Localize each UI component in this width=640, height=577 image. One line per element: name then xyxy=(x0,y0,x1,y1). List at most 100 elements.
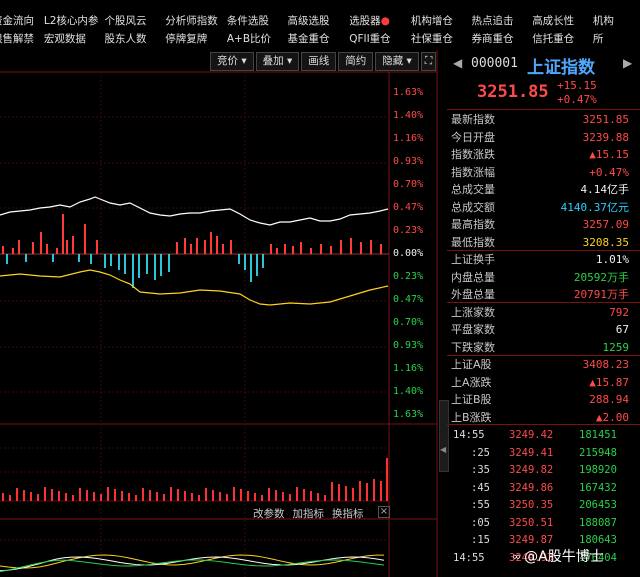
breadth-bar xyxy=(270,244,272,254)
hide-button[interactable]: 隐藏 ▾ xyxy=(375,52,419,71)
edit-params-button[interactable]: 改参数 xyxy=(253,508,285,520)
breadth-bar xyxy=(62,214,64,254)
menu-item[interactable]: 选股器● xyxy=(349,15,390,27)
prev-stock-icon[interactable]: ◀ xyxy=(453,56,463,70)
tick-row: :15 3249.87 180643 xyxy=(451,532,640,549)
quote-row: 最新指数 3251.85 xyxy=(451,111,633,128)
quote-row: 总成交额 4140.37亿元 xyxy=(451,199,633,216)
volume-bar xyxy=(191,493,193,501)
quote-label: 上证A股 xyxy=(451,358,492,371)
tick-volume: 167432 xyxy=(579,481,617,494)
menu-item[interactable]: A+B比价 xyxy=(226,33,272,45)
quote-value: ▲15.87 xyxy=(589,375,629,389)
stock-code: 000001 xyxy=(471,56,518,71)
quote-panel: ◀ 000001 上证指数 ▶ 3251.85 +15.15 +0.47% xyxy=(447,52,640,577)
menu-item[interactable]: 停牌复牌 xyxy=(165,33,208,45)
menu-item[interactable]: 资金流向 xyxy=(0,15,34,27)
add-indicator-button[interactable]: 加指标 xyxy=(292,508,325,520)
menu-item[interactable]: 限售解禁 xyxy=(0,33,34,45)
breadth-bar xyxy=(380,244,382,254)
menu-item[interactable]: 高成长性 xyxy=(532,15,575,27)
overlay-button[interactable]: 叠加 ▾ xyxy=(255,52,300,71)
switch-indicator-button[interactable]: 换指标 xyxy=(332,508,364,520)
menu-item[interactable]: 社保重仓 xyxy=(410,33,453,45)
quote-value: 1259 xyxy=(602,340,630,354)
volume-bar xyxy=(366,483,368,501)
tick-volume: 180643 xyxy=(579,534,617,546)
breadth-bar xyxy=(216,236,218,254)
volume-bar xyxy=(212,490,214,501)
tick-time: :05 xyxy=(471,516,490,529)
volume-bar xyxy=(233,487,235,501)
quote-value: 3251.85 xyxy=(582,113,629,126)
volume-bar xyxy=(30,492,32,501)
menu-item[interactable]: 机构 xyxy=(592,15,614,27)
menu-item[interactable]: 高级选股 xyxy=(287,15,330,27)
volume-bar xyxy=(58,491,60,501)
tick-price: 3249.86 xyxy=(509,481,554,494)
volume-bar xyxy=(247,491,249,501)
menu-item[interactable]: 所 xyxy=(592,33,604,45)
menu-item[interactable]: 基金重仓 xyxy=(287,33,330,45)
menu-item[interactable]: 条件选股 xyxy=(226,15,269,27)
breadth-bar xyxy=(32,242,34,254)
indicator-line-1 xyxy=(0,554,385,569)
quote-label: 指数涨跌 xyxy=(451,148,495,161)
menu-item[interactable]: 信托重仓 xyxy=(532,33,575,45)
average-line xyxy=(0,269,389,306)
breadth-bar xyxy=(12,248,14,254)
volume-bar xyxy=(296,487,298,501)
tick-row: :55 3250.35 206453 xyxy=(451,497,640,514)
volume-bar xyxy=(170,487,172,501)
volume-bar xyxy=(37,494,39,501)
simple-button[interactable]: 简约 xyxy=(338,52,374,71)
volume-bar xyxy=(93,492,95,501)
axis-label-down: 1.40% xyxy=(393,386,424,397)
menu-item[interactable]: 宏观数据 xyxy=(43,33,86,45)
tick-price: 3249.42 xyxy=(509,429,554,441)
quote-row: 外盘总量 20791万手 xyxy=(451,286,633,303)
breadth-bar xyxy=(370,240,372,254)
close-subchart-icon[interactable]: × xyxy=(378,506,390,518)
quote-label: 今日开盘 xyxy=(451,130,495,144)
breadth-bar xyxy=(244,254,246,270)
menu-item[interactable]: QFII重仓 xyxy=(349,33,391,45)
volume-bar xyxy=(331,482,333,501)
quote-label: 上A涨跌 xyxy=(451,375,492,389)
breadth-bar xyxy=(284,244,286,254)
quote-value: 3239.88 xyxy=(582,130,629,144)
quote-row: 指数涨幅 +0.47% xyxy=(451,164,633,181)
axis-label-down: 0.70% xyxy=(393,317,424,328)
menu-item[interactable]: 热点追击 xyxy=(471,15,514,27)
menu-item[interactable]: 股东人数 xyxy=(104,33,147,45)
collapse-arrow-icon[interactable]: ◀ xyxy=(440,445,447,454)
next-stock-icon[interactable]: ▶ xyxy=(623,56,633,70)
axis-label-down: 1.63% xyxy=(393,409,424,420)
quote-row: 总成交量 4.14亿手 xyxy=(451,181,633,198)
splitter-handle[interactable] xyxy=(439,400,449,472)
volume-bar xyxy=(219,492,221,501)
breadth-bar xyxy=(52,254,54,262)
breadth-bar xyxy=(154,254,156,280)
fullscreen-icon[interactable]: ⛶ xyxy=(420,52,437,71)
menu-item[interactable]: 个股风云 xyxy=(104,15,147,27)
draw-line-button[interactable]: 画线 xyxy=(301,52,337,71)
volume-bar xyxy=(268,488,270,501)
breadth-bar xyxy=(360,242,362,254)
volume-bar xyxy=(380,481,382,501)
breadth-bar xyxy=(250,254,252,282)
menu-item[interactable]: 券商重仓 xyxy=(471,33,514,45)
auction-button[interactable]: 竞价 ▾ xyxy=(210,52,254,71)
volume-bar xyxy=(310,491,312,501)
axis-label-up: 0.70% xyxy=(393,179,424,190)
breadth-bar xyxy=(132,254,134,288)
quote-value: 4.14亿手 xyxy=(580,183,630,196)
menu-item[interactable]: 分析师指数 xyxy=(165,15,218,27)
tick-row: 14:55 3249.42 181451 xyxy=(451,427,640,444)
menu-item[interactable]: L2核心内参 xyxy=(43,15,99,27)
menu-item[interactable]: 机构增仓 xyxy=(410,15,453,27)
watermark-logo-icon: ∞ xyxy=(512,549,522,563)
volume-bar xyxy=(275,490,277,501)
axis-label-down: 1.16% xyxy=(393,363,424,374)
